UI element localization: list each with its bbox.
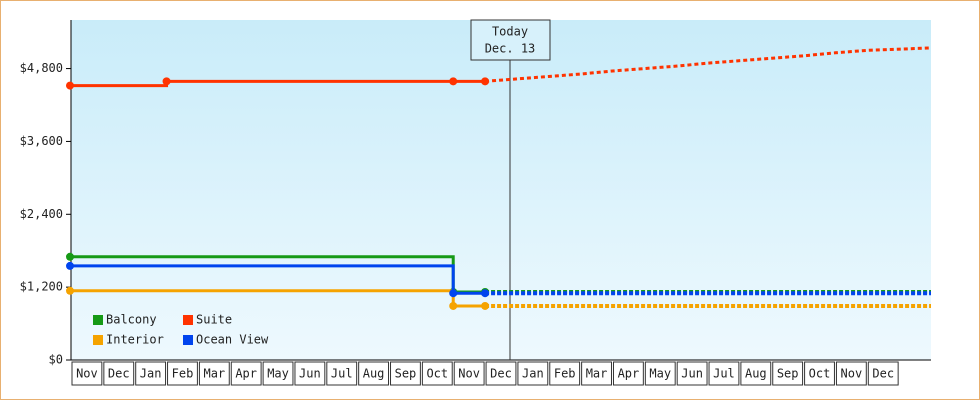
month-cell xyxy=(867,361,899,386)
month-cell xyxy=(644,361,676,386)
month-cell xyxy=(71,361,103,386)
y-tick-label: $0 xyxy=(49,353,63,367)
month-cell xyxy=(262,361,294,386)
price-point xyxy=(449,77,458,86)
price-point xyxy=(481,301,490,310)
price-point xyxy=(66,81,74,90)
month-cell xyxy=(804,361,835,386)
price-point xyxy=(66,286,74,295)
month-cell xyxy=(167,361,198,386)
price-line xyxy=(71,79,486,88)
x-tick-label: Oct xyxy=(426,367,448,381)
month-cell xyxy=(326,361,358,386)
x-tick-label: Nov xyxy=(76,367,98,381)
x-tick-label: Jan xyxy=(522,367,544,381)
price-line xyxy=(71,255,486,294)
legend-swatch xyxy=(183,335,193,345)
month-cell xyxy=(708,361,740,386)
x-tick-label: Sep xyxy=(777,367,799,381)
month-cell xyxy=(358,361,390,386)
price-point xyxy=(162,77,171,86)
x-tick-label: Feb xyxy=(172,367,194,381)
price-line xyxy=(71,289,486,308)
month-cell xyxy=(740,361,772,386)
x-tick-label: Apr xyxy=(235,367,257,381)
price-line xyxy=(71,264,486,295)
today-box xyxy=(470,19,551,61)
month-cell xyxy=(103,361,135,386)
price-point xyxy=(66,252,74,261)
legend-swatch xyxy=(93,335,103,345)
month-cell xyxy=(421,361,453,386)
month-cell xyxy=(230,361,262,386)
month-cell xyxy=(135,361,167,386)
x-tick-label: Nov xyxy=(841,367,863,381)
month-cell xyxy=(390,361,421,386)
x-tick-label: Jul xyxy=(713,367,735,381)
x-tick-label: Dec xyxy=(108,367,130,381)
month-cell xyxy=(485,361,517,386)
month-cell xyxy=(549,361,581,386)
legend-swatch xyxy=(93,315,103,325)
price-point xyxy=(66,261,74,270)
x-tick-label: Sep xyxy=(395,367,417,381)
x-tick-label: Aug xyxy=(745,367,767,381)
price-point xyxy=(481,77,490,86)
price-point xyxy=(449,301,458,310)
y-tick-label: $1,200 xyxy=(20,280,63,294)
x-tick-label: Feb xyxy=(554,367,576,381)
x-tick-label: Mar xyxy=(203,367,225,381)
month-cell xyxy=(453,361,485,386)
plot-area xyxy=(71,20,931,360)
y-tick-label: $2,400 xyxy=(20,207,63,221)
x-tick-label: Jun xyxy=(681,367,703,381)
x-tick-label: Nov xyxy=(458,367,480,381)
legend-label: Ocean View xyxy=(196,333,269,347)
month-cell xyxy=(294,361,326,386)
legend-label: Suite xyxy=(196,313,232,327)
price-point xyxy=(481,289,490,298)
y-tick-label: $3,600 xyxy=(20,134,63,148)
month-cell xyxy=(517,361,549,386)
x-tick-label: Oct xyxy=(809,367,831,381)
price-point xyxy=(449,289,458,298)
month-cell xyxy=(198,361,230,386)
today-date: Dec. 13 xyxy=(485,42,536,56)
x-tick-label: Jul xyxy=(331,367,353,381)
legend-label: Balcony xyxy=(106,313,157,327)
x-tick-label: May xyxy=(649,367,671,381)
month-cell xyxy=(581,361,612,386)
x-tick-label: Mar xyxy=(586,367,608,381)
x-tick-label: Jan xyxy=(140,367,162,381)
today-title: Today xyxy=(492,25,528,39)
month-cell xyxy=(676,361,708,386)
x-tick-label: Dec xyxy=(872,367,894,381)
y-tick-label: $4,800 xyxy=(20,61,63,75)
month-cell xyxy=(612,361,644,386)
legend-swatch xyxy=(183,315,193,325)
month-cell xyxy=(835,361,867,386)
x-tick-label: Apr xyxy=(618,367,640,381)
x-tick-label: Aug xyxy=(363,367,385,381)
month-cell xyxy=(772,361,804,386)
forecast-line xyxy=(484,46,932,83)
x-tick-label: Jun xyxy=(299,367,321,381)
x-tick-label: Dec xyxy=(490,367,512,381)
legend-label: Interior xyxy=(106,333,164,347)
x-tick-label: May xyxy=(267,367,289,381)
